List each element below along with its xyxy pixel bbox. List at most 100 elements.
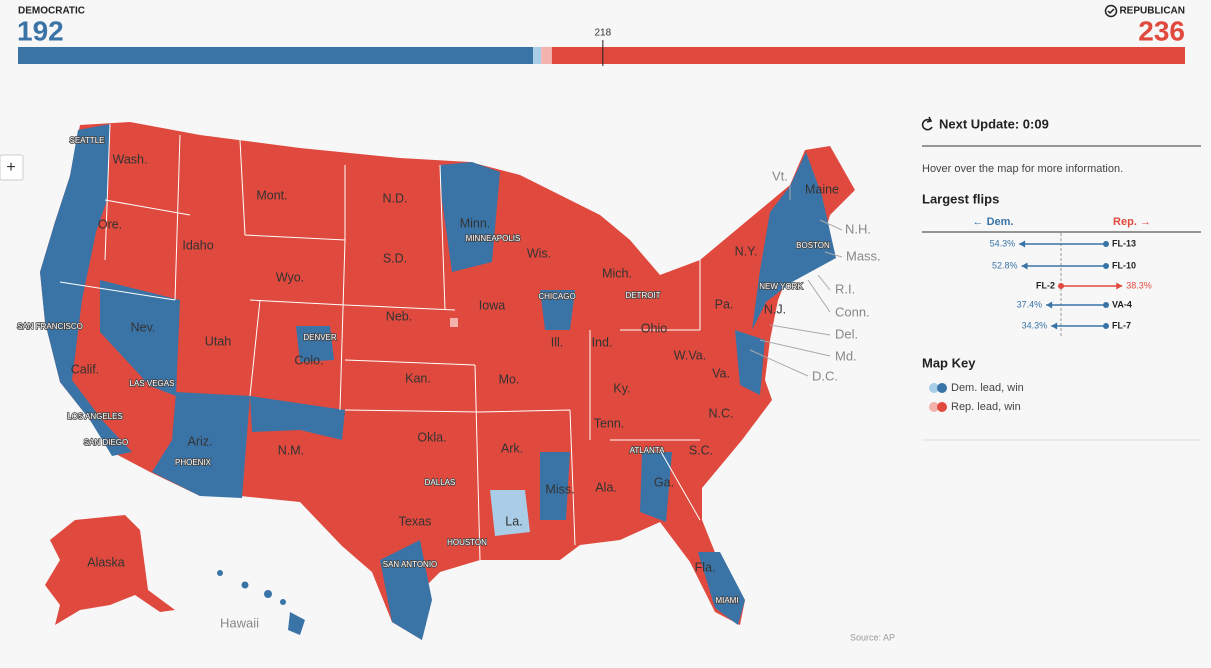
state-label-outside: Del. bbox=[835, 326, 858, 341]
city-label: LAS VEGAS bbox=[130, 379, 175, 388]
hawaii-island[interactable] bbox=[280, 599, 286, 605]
state-label: Okla. bbox=[417, 430, 446, 444]
new-mexico-dem[interactable] bbox=[250, 396, 345, 440]
seat-segment bbox=[551, 47, 1185, 64]
city-label: CHICAGO bbox=[538, 292, 575, 301]
map[interactable]: Wash. Ore. Calif. Nev. Idaho Mont. Wyo. … bbox=[16, 122, 881, 640]
state-label: N.Y. bbox=[735, 244, 758, 258]
city-label: DETROIT bbox=[625, 291, 660, 300]
rep-label: REPUBLICAN bbox=[1119, 6, 1185, 17]
hint: Hover over the map for more information. bbox=[922, 163, 1123, 175]
city-label: DENVER bbox=[303, 333, 337, 342]
state-label: Minn. bbox=[460, 216, 491, 230]
state-label: Ga. bbox=[654, 475, 674, 489]
state-label: Mo. bbox=[499, 372, 520, 386]
louisiana-dem-lead[interactable] bbox=[490, 490, 530, 536]
flip-dot bbox=[1103, 323, 1109, 329]
state-label: W.Va. bbox=[674, 348, 706, 362]
flip-value: 37.4% bbox=[1017, 299, 1043, 309]
state-label: Kan. bbox=[405, 371, 431, 385]
northeast-dem[interactable] bbox=[752, 152, 836, 330]
hawaii-island[interactable] bbox=[264, 590, 272, 598]
mississippi-dem[interactable] bbox=[540, 452, 570, 520]
next-update: Next Update: 0:09 bbox=[939, 116, 1049, 131]
state-label: Ill. bbox=[551, 335, 564, 349]
state-label: Va. bbox=[712, 366, 730, 380]
flip-district: FL-13 bbox=[1112, 238, 1136, 248]
majority-label: 218 bbox=[594, 28, 611, 39]
minnesota-dem[interactable] bbox=[440, 162, 500, 272]
state-label-outside: D.C. bbox=[812, 368, 838, 383]
iowa-rep-lead[interactable] bbox=[450, 318, 458, 327]
south-texas-dem[interactable] bbox=[380, 540, 432, 640]
hawaii-island[interactable] bbox=[241, 581, 249, 589]
state-label: Ariz. bbox=[188, 434, 213, 448]
state-label: Ky. bbox=[613, 381, 630, 395]
state-label: Alaska bbox=[87, 555, 125, 569]
alaska[interactable] bbox=[45, 515, 175, 625]
state-label: La. bbox=[505, 514, 522, 528]
check-icon bbox=[1104, 4, 1118, 18]
refresh-icon bbox=[921, 116, 933, 131]
state-label: Mont. bbox=[256, 188, 287, 202]
state-label: Texas bbox=[399, 514, 432, 528]
chicago-dem[interactable] bbox=[540, 290, 575, 330]
rep-axis: Rep. → bbox=[1113, 216, 1151, 228]
state-label: N.C. bbox=[709, 406, 734, 420]
source: Source: AP bbox=[850, 632, 895, 642]
state-label: N.J. bbox=[764, 302, 786, 316]
zoom-button[interactable] bbox=[0, 154, 24, 181]
atlanta-dem[interactable] bbox=[640, 452, 672, 522]
state-label: Maine bbox=[805, 182, 839, 196]
seat-bar: 218 bbox=[18, 28, 1185, 66]
state-label: Ohio bbox=[641, 321, 667, 335]
city-label: PHOENIX bbox=[175, 458, 212, 467]
dem-seats: 192 bbox=[17, 15, 64, 46]
virginia-dem[interactable] bbox=[735, 330, 765, 395]
state-label-outside: Conn. bbox=[835, 304, 870, 319]
leaders bbox=[749, 185, 843, 377]
check-mark bbox=[1107, 8, 1115, 15]
flip-dot bbox=[1058, 283, 1064, 289]
west-coast-dem[interactable] bbox=[40, 124, 132, 456]
flip-arrowhead bbox=[1116, 282, 1123, 290]
flips: FL-13 54.3% FL-10 52.8% FL-2 38.3% VA-4 37.4% FL… bbox=[990, 238, 1152, 330]
arizona-dem[interactable] bbox=[152, 392, 250, 498]
flip-value: 52.8% bbox=[992, 260, 1018, 270]
zoom-label[interactable]: + bbox=[6, 159, 15, 176]
city-label: MINNEAPOLIS bbox=[466, 234, 521, 243]
state-label: Iowa bbox=[479, 298, 505, 312]
key-dem-lead bbox=[929, 383, 939, 393]
state-label: Tenn. bbox=[594, 416, 625, 430]
hawaii-big-island[interactable] bbox=[288, 612, 305, 635]
state-label: Calif. bbox=[71, 362, 99, 376]
state-label-outside: Hawaii bbox=[220, 615, 259, 630]
city-label: HOUSTON bbox=[447, 538, 487, 547]
state-label: Ore. bbox=[98, 217, 122, 231]
state-borders bbox=[59, 123, 701, 561]
flip-district: FL-10 bbox=[1112, 260, 1136, 270]
flip-arrowhead bbox=[1046, 301, 1053, 309]
florida-dem[interactable] bbox=[698, 552, 745, 625]
state-label: Colo. bbox=[294, 353, 323, 367]
state-label: N.M. bbox=[278, 443, 304, 457]
city-label: DALLAS bbox=[425, 478, 456, 487]
key-title: Map Key bbox=[922, 355, 976, 370]
city-label: NEW YORK bbox=[759, 282, 803, 291]
flip-value: 54.3% bbox=[990, 238, 1016, 248]
state-label: Ala. bbox=[595, 480, 617, 494]
nevada-dem[interactable] bbox=[100, 280, 180, 396]
state-label: Utah bbox=[205, 334, 231, 348]
flip-dot bbox=[1103, 302, 1109, 308]
hawaii-island[interactable] bbox=[217, 570, 223, 576]
key-label: Dem. lead, win bbox=[951, 382, 1024, 394]
state-label: Fla. bbox=[695, 560, 716, 574]
city-label: SAN FRANCISCO bbox=[17, 322, 83, 331]
colorado-dem[interactable] bbox=[296, 326, 334, 362]
city-label: MIAMI bbox=[715, 596, 738, 605]
state-label-outside: R.I. bbox=[835, 281, 855, 296]
state-label: Wis. bbox=[527, 246, 551, 260]
state-label: Idaho bbox=[182, 238, 213, 252]
state-label: Wyo. bbox=[276, 270, 304, 284]
